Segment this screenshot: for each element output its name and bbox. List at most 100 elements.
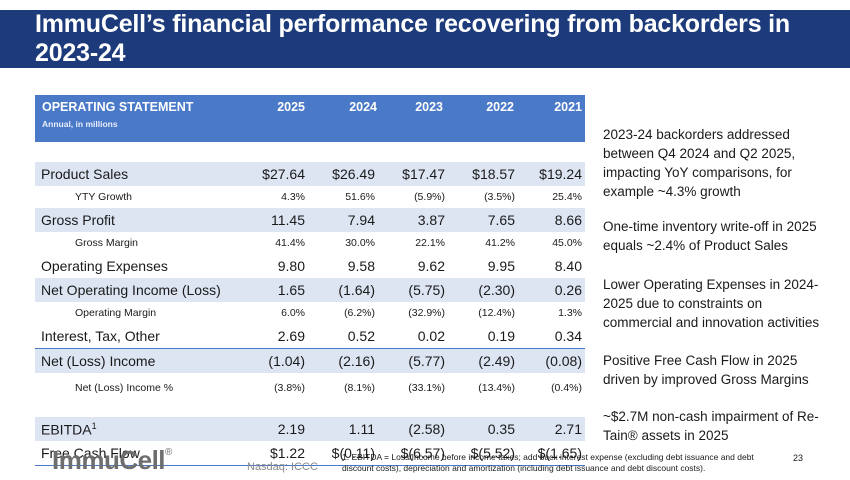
year-2021: 2021	[554, 100, 582, 114]
cell: $17.47	[402, 166, 445, 182]
company-logo: ImmuCell®	[52, 445, 172, 476]
cell: $(1.65)	[537, 445, 582, 461]
cell: $19.24	[539, 166, 582, 182]
cell: 9.62	[417, 258, 445, 274]
title-banner: ImmuCell’s financial performance recover…	[0, 10, 850, 68]
year-2022: 2022	[486, 100, 514, 114]
table-header-subtitle: Annual, in millions	[42, 119, 118, 129]
row-label: Interest, Tax, Other	[41, 328, 160, 344]
row-label: Net (Loss) Income %	[75, 382, 174, 394]
table-row: Product Sales $27.64 $26.49 $17.47 $18.5…	[35, 162, 585, 186]
cell: 9.58	[347, 258, 375, 274]
cell: 6.0%	[281, 307, 305, 319]
cell: $26.49	[332, 166, 375, 182]
row-label: Net Operating Income (Loss)	[41, 282, 221, 298]
ebitda-label: EBITDA	[41, 421, 92, 438]
cell: 41.4%	[275, 237, 305, 249]
table-row: Net (Loss) Income % (3.8%) (8.1%) (33.1%…	[35, 373, 585, 403]
table-row: Operating Margin 6.0% (6.2%) (32.9%) (12…	[35, 302, 585, 324]
cell: (6.2%)	[344, 307, 375, 319]
cell: 51.6%	[345, 191, 375, 203]
cell: 7.94	[347, 212, 375, 228]
cell: 1.3%	[558, 307, 582, 319]
footnote-marker: 1	[91, 420, 97, 431]
table-row: Gross Margin 41.4% 30.0% 22.1% 41.2% 45.…	[35, 232, 585, 254]
cell: 0.52	[347, 328, 375, 344]
note: Positive Free Cash Flow in 2025 driven b…	[603, 353, 809, 387]
cell: 9.95	[487, 258, 515, 274]
cell: 7.65	[487, 212, 515, 228]
table-row: Interest, Tax, Other 2.69 0.52 0.02 0.19…	[35, 324, 585, 348]
table-row: Net (Loss) Income (1.04) (2.16) (5.77) (…	[35, 348, 585, 373]
cell: (2.58)	[408, 421, 445, 437]
cell: 2.69	[277, 328, 305, 344]
cell: (2.30)	[478, 282, 515, 298]
row-label: Free Cash Flow	[41, 445, 140, 461]
table-spacer	[35, 403, 585, 417]
row-label: Gross Profit	[41, 212, 115, 228]
cell: 41.2%	[485, 237, 515, 249]
year-2025: 2025	[277, 100, 305, 114]
row-label: Operating Expenses	[41, 258, 168, 274]
cell: 9.80	[277, 258, 305, 274]
note: 2023-24 backorders addressed between Q4 …	[603, 127, 796, 199]
cell: 1.65	[277, 282, 305, 298]
note: Lower Operating Expenses in 2024-2025 du…	[603, 277, 820, 330]
logo-registered-mark: ®	[165, 447, 172, 458]
cell: 4.3%	[281, 191, 305, 203]
cell: $18.57	[472, 166, 515, 182]
cell: (5.75)	[408, 282, 445, 298]
table-header: OPERATING STATEMENT Annual, in millions …	[35, 95, 585, 142]
row-label: YTY Growth	[75, 191, 132, 203]
row-label: Product Sales	[41, 166, 129, 182]
cell: $(6.57)	[400, 445, 445, 461]
cell: (5.9%)	[414, 191, 445, 203]
cell: (5.77)	[408, 353, 445, 369]
row-label: EBITDA1	[41, 421, 97, 438]
note: ~$2.7M non-cash impairment of Re-Tain® a…	[603, 409, 819, 443]
cell: (3.8%)	[274, 382, 305, 394]
table-row: YTY Growth 4.3% 51.6% (5.9%) (3.5%) 25.4…	[35, 186, 585, 208]
table-header-title: OPERATING STATEMENT	[42, 100, 194, 114]
cell: 2.71	[554, 421, 582, 437]
cell: (2.49)	[478, 353, 515, 369]
cell: 22.1%	[415, 237, 445, 249]
cell: 0.35	[487, 421, 515, 437]
page-title: ImmuCell’s financial performance recover…	[35, 10, 790, 67]
cell: (0.08)	[545, 353, 582, 369]
operating-statement-table: OPERATING STATEMENT Annual, in millions …	[35, 95, 585, 466]
year-2023: 2023	[415, 100, 443, 114]
table-row: Net Operating Income (Loss) 1.65 (1.64) …	[35, 278, 585, 302]
cell: (1.04)	[268, 353, 305, 369]
cell: $1.22	[269, 445, 305, 461]
cell: 0.34	[554, 328, 582, 344]
cell: (0.4%)	[551, 382, 582, 394]
cell: $27.64	[262, 166, 305, 182]
cell: 30.0%	[345, 237, 375, 249]
cell: 0.26	[554, 282, 582, 298]
cell: (2.16)	[338, 353, 375, 369]
row-label: Gross Margin	[75, 237, 139, 249]
cell: $(5.52)	[470, 445, 515, 461]
cell: (1.64)	[338, 282, 375, 298]
footnote: 1. EBITDA = Loss/Income before income ta…	[342, 452, 754, 473]
note: One-time inventory write-off in 2025 equ…	[603, 219, 817, 253]
table-row: EBITDA1 2.19 1.11 (2.58) 0.35 2.71	[35, 417, 585, 441]
year-2024: 2024	[349, 100, 377, 114]
cell: 3.87	[417, 212, 445, 228]
table-row: Operating Expenses 9.80 9.58 9.62 9.95 8…	[35, 254, 585, 278]
cell: 2.19	[277, 421, 305, 437]
cell: (33.1%)	[408, 382, 445, 394]
cell: (32.9%)	[408, 307, 445, 319]
cell: 25.4%	[552, 191, 582, 203]
page-number: 23	[793, 453, 804, 463]
ticker-label: Nasdaq: ICCC	[247, 461, 318, 473]
logo-text: ImmuCell	[52, 445, 166, 475]
cell: 8.40	[554, 258, 582, 274]
row-label: Net (Loss) Income	[41, 353, 156, 369]
cell: (13.4%)	[478, 382, 515, 394]
cell: $(0.11)	[331, 445, 375, 461]
table-row: Free Cash Flow $1.22 $(0.11) $(6.57) $(5…	[35, 441, 585, 466]
cell: (12.4%)	[478, 307, 515, 319]
row-label: Operating Margin	[75, 307, 157, 319]
